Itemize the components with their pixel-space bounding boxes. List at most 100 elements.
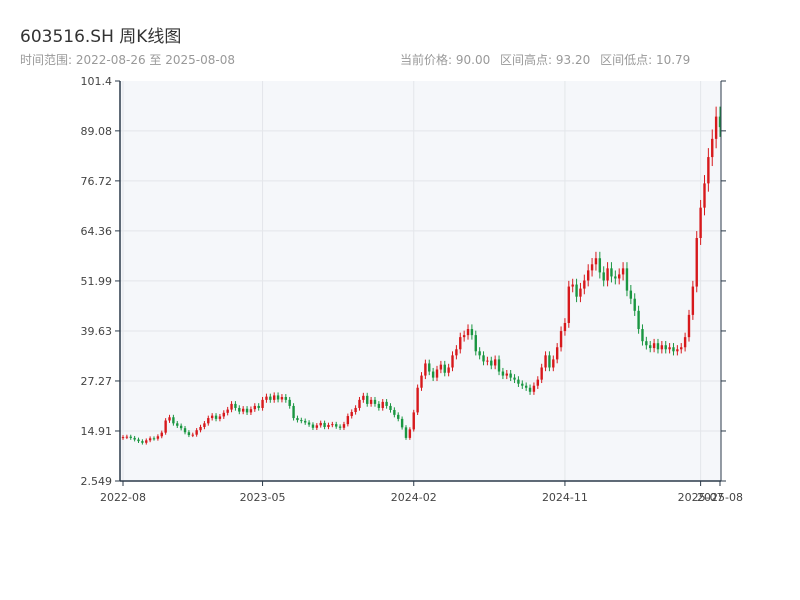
candle-body bbox=[680, 347, 683, 350]
candle-body bbox=[552, 359, 555, 368]
y-tick-label: 76.72 bbox=[81, 175, 113, 188]
candle-body bbox=[253, 405, 257, 410]
candle-body bbox=[187, 432, 191, 436]
candle-body bbox=[443, 364, 446, 373]
candle-body bbox=[610, 268, 613, 277]
candle-body bbox=[656, 343, 660, 350]
candle-body bbox=[532, 385, 536, 392]
candle-body bbox=[544, 355, 547, 368]
candle-body bbox=[276, 395, 280, 400]
x-tick-label: 2025-07 bbox=[678, 491, 724, 504]
candle-body bbox=[555, 347, 559, 360]
candle-body bbox=[176, 423, 179, 426]
candle-body bbox=[482, 355, 485, 362]
x-tick-label: 2024-11 bbox=[542, 491, 588, 504]
candle-body bbox=[420, 375, 423, 388]
candle-body bbox=[424, 363, 427, 376]
candle-body bbox=[245, 408, 249, 413]
range-high-label: 区间高点: 93.20 bbox=[500, 53, 591, 67]
candle-body bbox=[265, 396, 268, 400]
y-tick-label: 89.08 bbox=[81, 125, 113, 138]
candle-body bbox=[226, 409, 229, 413]
candle-body bbox=[455, 349, 458, 356]
candle-body bbox=[408, 429, 412, 438]
candle-body bbox=[183, 428, 187, 433]
candle-body bbox=[350, 412, 353, 417]
candle-body bbox=[528, 387, 532, 392]
candle-body bbox=[672, 347, 675, 352]
candle-body bbox=[191, 434, 194, 436]
candle-body bbox=[470, 329, 474, 336]
candle-body bbox=[241, 408, 245, 412]
candle-body bbox=[133, 437, 136, 440]
candle-body bbox=[633, 298, 636, 311]
y-tick-label: 51.99 bbox=[81, 275, 113, 288]
candle-body bbox=[389, 405, 392, 410]
candle-body bbox=[327, 424, 330, 427]
candle-body bbox=[687, 314, 691, 338]
candle-body bbox=[145, 440, 148, 443]
candle-body bbox=[300, 420, 303, 422]
candle-body bbox=[272, 395, 276, 400]
candle-body bbox=[439, 364, 443, 370]
candle-body bbox=[335, 424, 338, 427]
candle-body bbox=[703, 183, 706, 208]
candle-body bbox=[548, 355, 551, 368]
candle-body bbox=[354, 407, 357, 413]
candle-body bbox=[179, 425, 183, 429]
candle-body bbox=[304, 420, 307, 423]
candle-body bbox=[583, 280, 586, 289]
candle-body bbox=[164, 420, 167, 433]
candle-body bbox=[501, 371, 505, 376]
candle-body bbox=[571, 284, 574, 287]
candle-body bbox=[292, 405, 295, 419]
candle-body bbox=[404, 427, 408, 438]
candle-body bbox=[366, 395, 369, 404]
candle-body bbox=[707, 157, 710, 184]
candle-body bbox=[602, 272, 605, 281]
candle-body bbox=[714, 116, 718, 139]
candle-body bbox=[385, 401, 388, 406]
candle-body bbox=[195, 430, 198, 435]
candle-body bbox=[400, 418, 404, 428]
candle-body bbox=[497, 359, 501, 372]
candle-body bbox=[319, 422, 322, 426]
candle-body bbox=[342, 424, 346, 428]
candle-body bbox=[412, 412, 415, 430]
candle-body bbox=[280, 397, 284, 400]
candle-body bbox=[296, 418, 299, 421]
candle-body bbox=[431, 371, 435, 378]
x-tick-label: 2022-08 bbox=[100, 491, 146, 504]
candle-body bbox=[152, 438, 156, 440]
candle-body bbox=[718, 116, 722, 128]
candle-body bbox=[559, 331, 563, 348]
candle-body bbox=[478, 351, 481, 356]
chart-title: 603516.SH 周K线图 bbox=[20, 27, 182, 47]
candle-body bbox=[369, 399, 373, 404]
candle-body bbox=[513, 377, 516, 380]
candle-body bbox=[311, 424, 315, 428]
candle-body bbox=[160, 432, 163, 437]
candle-body bbox=[172, 417, 175, 424]
candle-body bbox=[435, 369, 439, 378]
candle-body bbox=[586, 270, 590, 281]
candle-body bbox=[210, 415, 214, 419]
candle-body bbox=[466, 329, 470, 336]
candle-body bbox=[125, 436, 129, 438]
candle-body bbox=[621, 268, 625, 275]
range-low-label: 区间低点: 10.79 bbox=[600, 53, 691, 67]
candle-body bbox=[346, 416, 350, 425]
candle-body bbox=[121, 437, 125, 439]
candle-body bbox=[691, 286, 695, 315]
axes: 2.549 14.91 27.27 39.63 51.99 64.36 76.72 89.08… bbox=[81, 75, 743, 504]
candle-body bbox=[695, 238, 698, 287]
x-tick-label: 2024-02 bbox=[391, 491, 437, 504]
candle-body bbox=[249, 409, 253, 413]
candle-body bbox=[660, 345, 664, 350]
candle-body bbox=[284, 397, 288, 400]
candle-body bbox=[323, 422, 326, 427]
candle-body bbox=[567, 286, 571, 323]
candle-body bbox=[257, 405, 260, 408]
candle-body bbox=[451, 355, 454, 368]
candle-body bbox=[668, 347, 671, 350]
